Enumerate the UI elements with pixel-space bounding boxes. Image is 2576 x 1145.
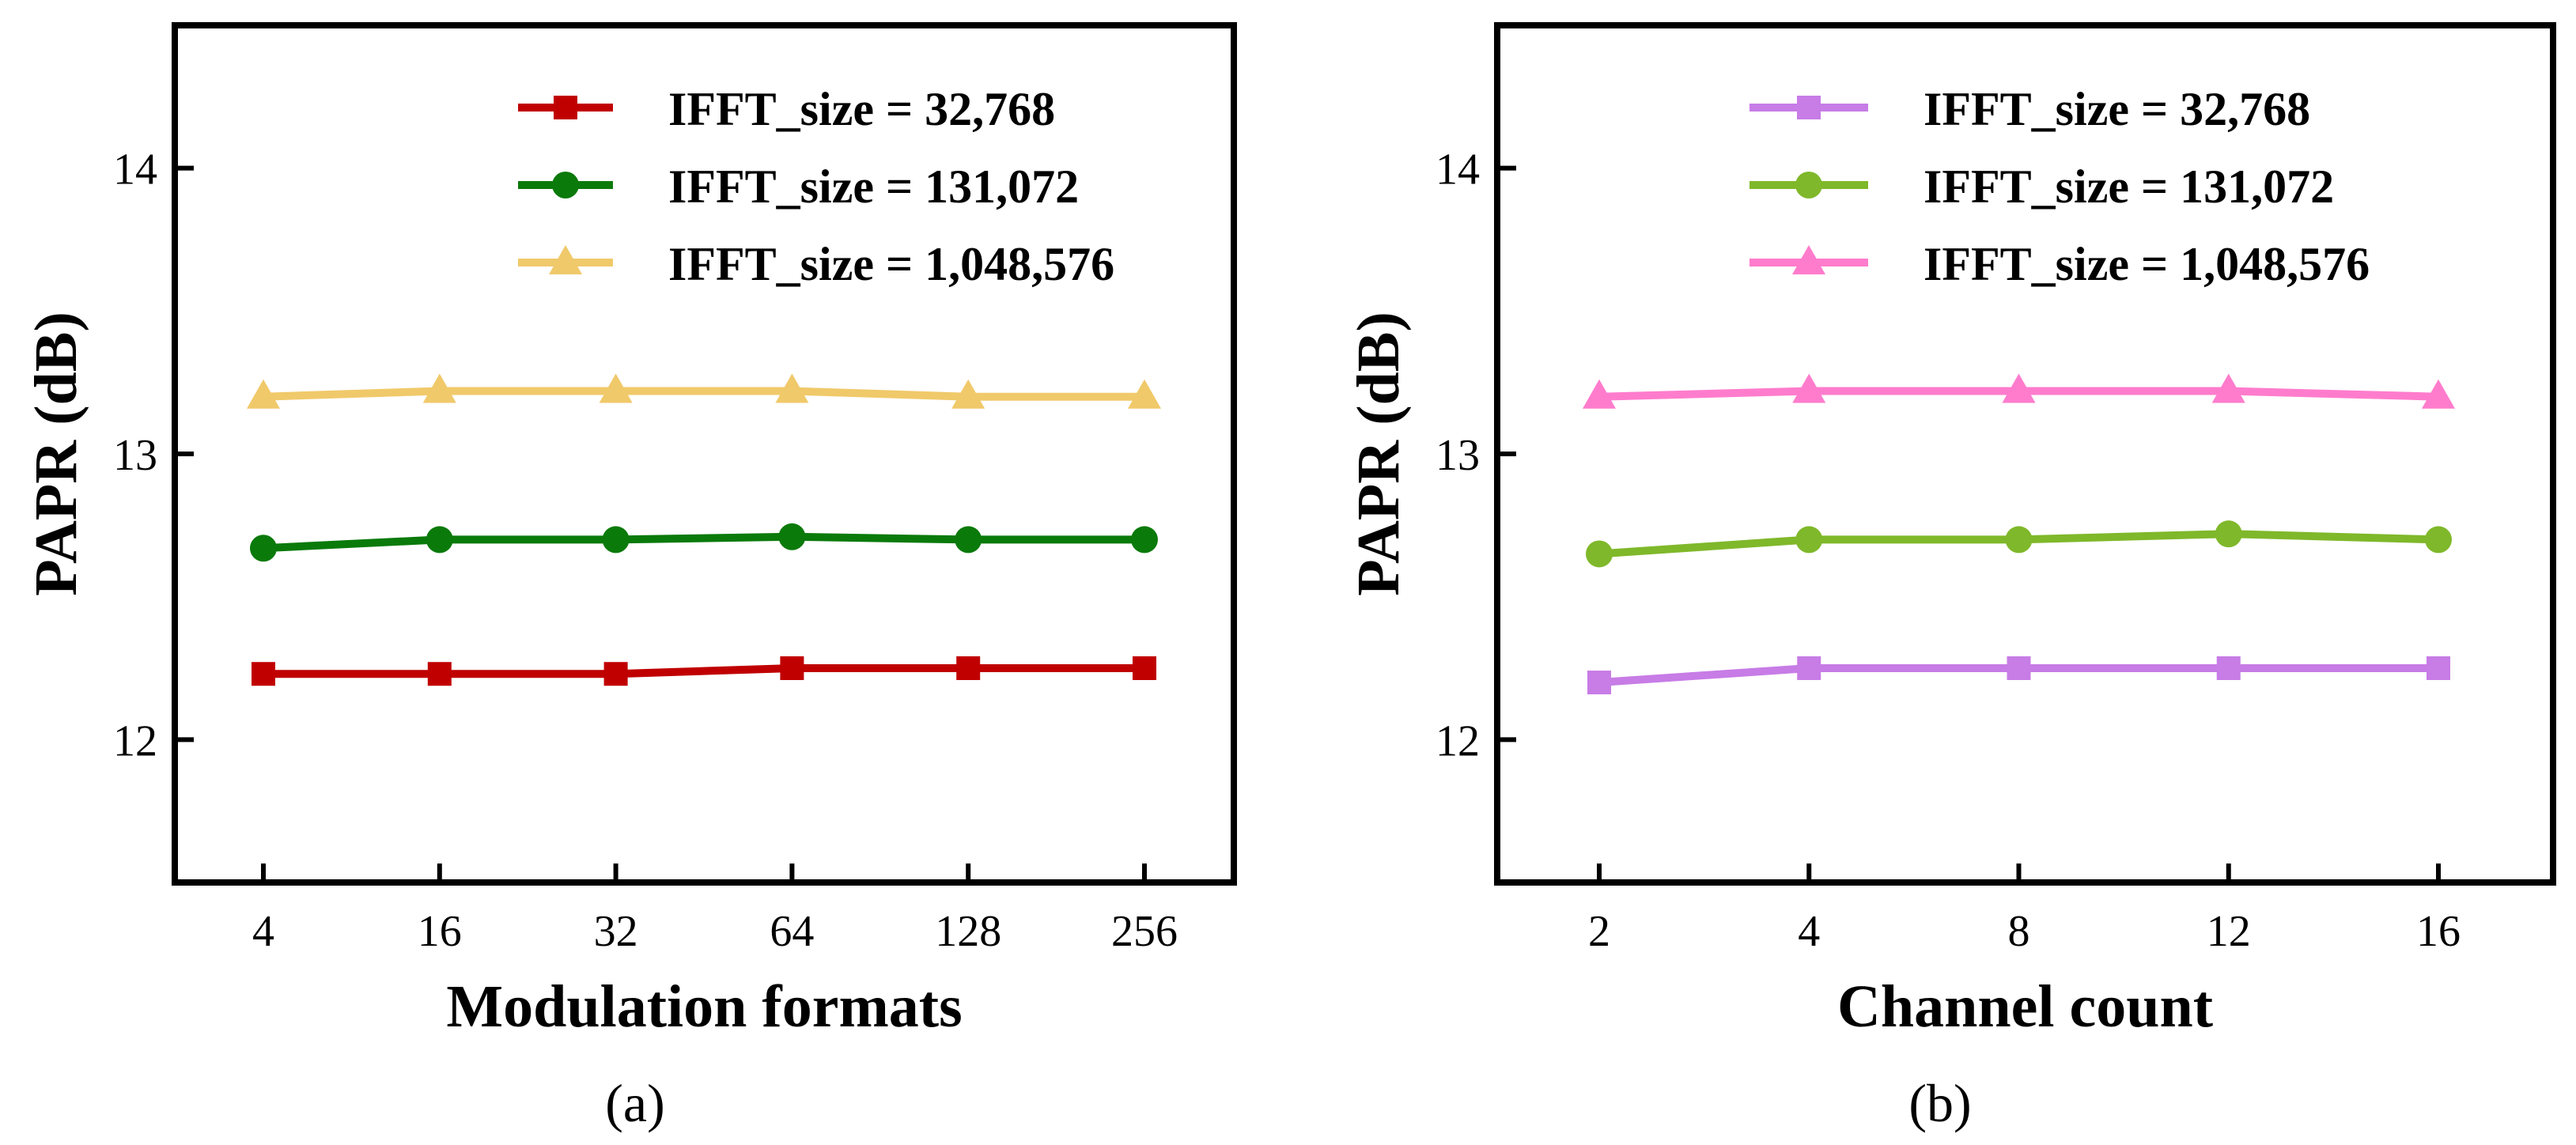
data-point: [951, 379, 985, 409]
data-point: [775, 373, 809, 403]
series-1: [252, 656, 1156, 686]
y-tick-label: 12: [113, 716, 157, 765]
x-axis-title: Channel count: [1837, 973, 2213, 1040]
legend-entry-2: IFFT_size = 131,072: [1749, 161, 2334, 213]
data-point: [1133, 656, 1156, 680]
legend-label: IFFT_size = 1,048,576: [668, 238, 1114, 290]
panel-label: (a): [605, 1073, 664, 1133]
y-tick-label: 14: [1436, 145, 1480, 195]
legend-marker: [554, 96, 577, 119]
legend-marker: [549, 245, 582, 274]
x-tick-label: 32: [594, 907, 638, 956]
series-2: [250, 523, 1158, 562]
data-point: [250, 535, 277, 562]
legend-label: IFFT_size = 1,048,576: [1923, 238, 2370, 290]
x-tick-label: 64: [770, 907, 814, 956]
y-axis-title: PAPR (dB): [1345, 312, 1412, 596]
y-tick-label: 13: [1436, 431, 1480, 480]
legend-entry-1: IFFT_size = 32,768: [518, 83, 1055, 135]
data-point: [252, 662, 275, 686]
legend-marker: [1797, 96, 1821, 119]
series-1: [1587, 656, 2450, 695]
y-tick-label: 12: [1436, 716, 1480, 765]
series-2: [1586, 520, 2452, 568]
data-point: [780, 656, 804, 680]
x-tick-label: 12: [2207, 907, 2251, 956]
x-axis-title: Modulation formats: [446, 973, 962, 1040]
data-point: [956, 656, 981, 680]
data-point: [1128, 379, 1161, 409]
data-point: [2427, 656, 2450, 680]
data-point: [1792, 373, 1826, 403]
legend-entry-3: IFFT_size = 1,048,576: [1749, 238, 2370, 290]
legend-marker: [552, 172, 579, 198]
y-tick-label: 14: [113, 145, 157, 195]
data-point: [2425, 526, 2452, 554]
data-point: [603, 662, 628, 686]
legend-label: IFFT_size = 32,768: [668, 83, 1055, 135]
data-point: [2002, 373, 2036, 403]
legend-entry-3: IFFT_size = 1,048,576: [518, 238, 1114, 290]
data-point: [599, 373, 633, 403]
data-point: [426, 526, 453, 554]
chart-panel-b: 12 13 14 2 4 8 12 16 Channel count PAPR (dB) (b) IF…: [1345, 22, 2556, 1133]
y-axis-title: PAPR (dB): [23, 312, 89, 596]
data-point: [2005, 526, 2033, 554]
data-point: [1795, 526, 1823, 554]
x-tick-label: 4: [252, 907, 274, 956]
data-point: [422, 373, 456, 403]
chart-panel-a: 12 13 14 4 16 32 64 128 256 Modulation formats PAP…: [23, 22, 1237, 1133]
legend-label: IFFT_size = 131,072: [1923, 161, 2334, 213]
data-point: [1586, 540, 1613, 568]
plot-frame: [172, 22, 1237, 886]
data-point: [1587, 671, 1611, 695]
data-point: [778, 523, 806, 550]
legend-entry-2: IFFT_size = 131,072: [518, 161, 1079, 213]
series-line: [263, 387, 1144, 401]
legend-marker: [1792, 245, 1825, 274]
data-point: [2211, 373, 2245, 403]
legend-marker: [1795, 172, 1822, 198]
legend-label: IFFT_size = 131,072: [668, 161, 1079, 213]
plot-frame: [1494, 22, 2556, 886]
series-line: [263, 664, 1144, 678]
data-point: [2007, 656, 2031, 680]
x-tick-label: 128: [935, 907, 1001, 956]
data-point: [2422, 379, 2455, 409]
data-point: [427, 662, 452, 686]
data-point: [2215, 520, 2242, 548]
x-tick-label: 16: [418, 907, 462, 956]
x-tick-label: 16: [2416, 907, 2461, 956]
data-point: [1131, 526, 1158, 554]
x-tick-label: 8: [2008, 907, 2030, 956]
data-point: [602, 526, 630, 554]
series-line: [263, 532, 1144, 553]
x-tick-label: 4: [1798, 907, 1820, 956]
legend-label: IFFT_size = 32,768: [1923, 83, 2310, 135]
series-3: [1583, 373, 2455, 409]
x-tick-label: 2: [1588, 907, 1610, 956]
legend-entry-1: IFFT_size = 32,768: [1749, 83, 2310, 135]
series-3: [247, 373, 1161, 409]
x-tick-label: 256: [1111, 907, 1178, 956]
data-point: [247, 379, 280, 409]
y-tick-label: 13: [113, 431, 157, 480]
data-point: [1583, 379, 1616, 409]
data-point: [955, 526, 982, 554]
panel-label: (b): [1908, 1073, 1971, 1133]
data-point: [1797, 656, 1821, 680]
data-point: [2216, 656, 2241, 680]
